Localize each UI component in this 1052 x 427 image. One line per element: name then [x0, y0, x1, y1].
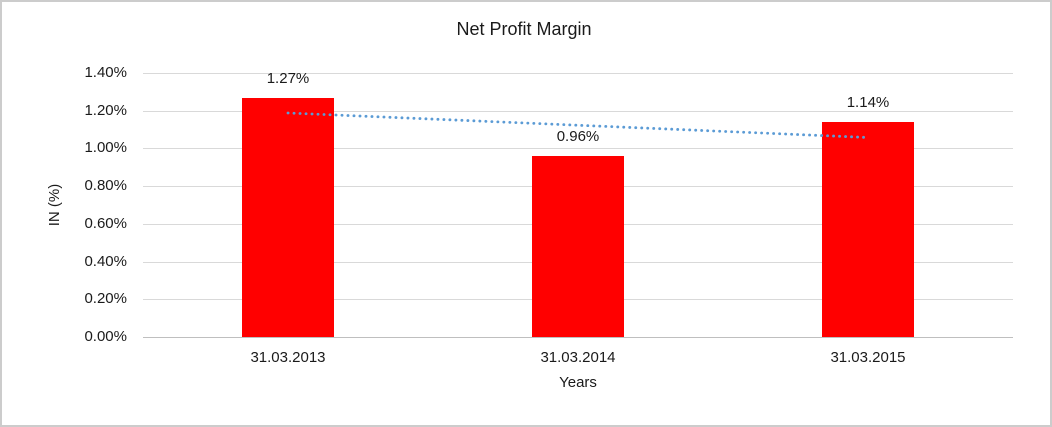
- trendline-layer: [286, 111, 870, 139]
- y-axis-tick-label: 0.60%: [84, 214, 127, 232]
- bar-data-label: 1.27%: [266, 69, 310, 87]
- y-axis-tick-label: 1.00%: [84, 139, 127, 157]
- x-axis-title: Years: [559, 374, 597, 391]
- y-axis-tick-label: 1.20%: [84, 101, 127, 119]
- bar-31.03.2015[interactable]: [822, 122, 914, 337]
- x-axis-category-label: 31.03.2013: [250, 349, 326, 366]
- plot-area: 1.27% 0.96% 1.14%: [143, 69, 1013, 338]
- bar-data-label: 1.14%: [846, 94, 890, 112]
- chart-title: Net Profit Margin: [456, 19, 592, 39]
- y-axis-tick-label: 0.80%: [84, 177, 127, 195]
- x-axis-category-label: 31.03.2014: [540, 349, 616, 366]
- bar-data-label: 0.96%: [556, 127, 600, 145]
- bar-31.03.2013[interactable]: [242, 97, 334, 337]
- y-axis-tick-label: 1.40%: [84, 64, 127, 81]
- bar-31.03.2014[interactable]: [532, 155, 624, 337]
- y-axis-tick-label: 0.40%: [84, 252, 127, 270]
- x-axis-line: [143, 337, 1013, 338]
- gridline: [143, 110, 1013, 112]
- y-axis-tick-label: 0.20%: [84, 290, 127, 308]
- y-axis-tick-label: 0.00%: [84, 328, 127, 345]
- trendline[interactable]: [286, 111, 870, 139]
- gridline: [143, 73, 1013, 74]
- gridline: [143, 148, 1013, 150]
- x-axis-category-label: 31.03.2015: [830, 349, 906, 366]
